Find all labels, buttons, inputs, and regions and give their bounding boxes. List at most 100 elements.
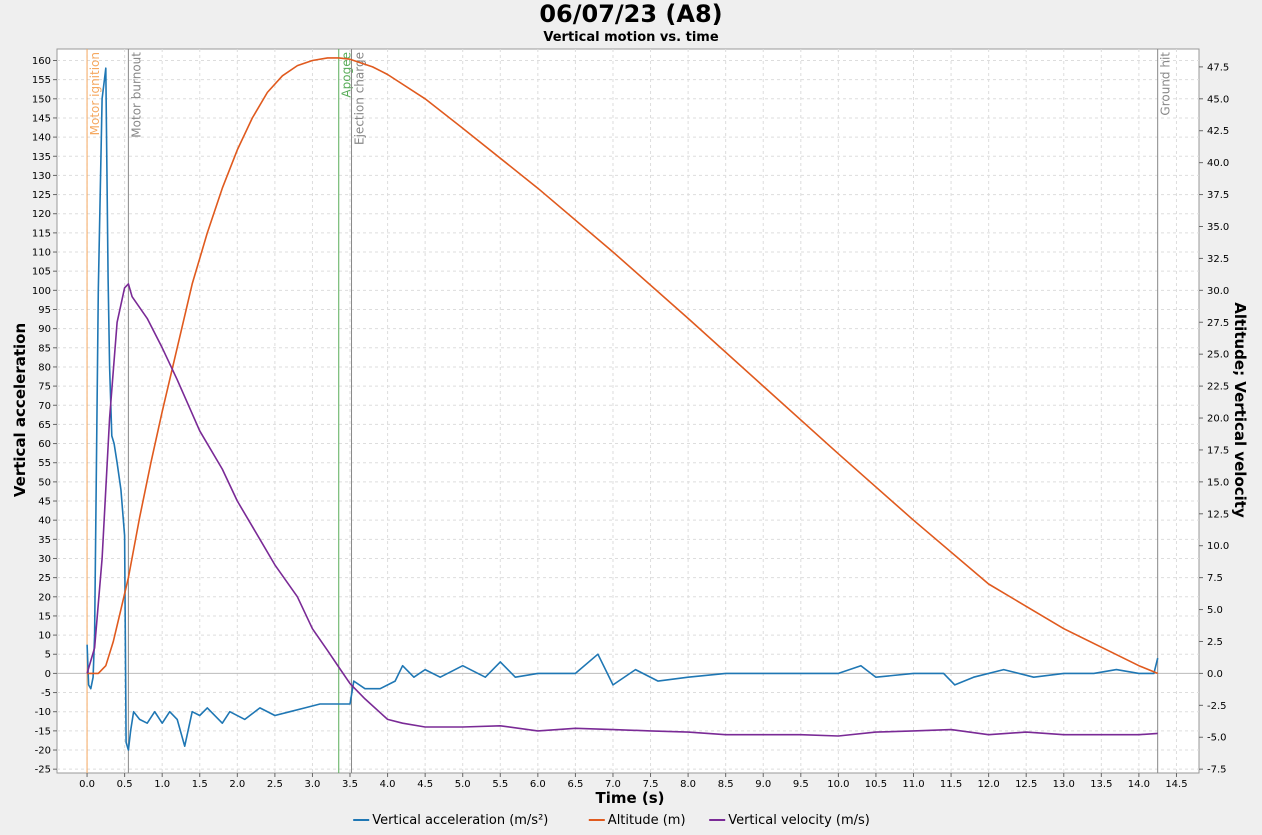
y-left-tick-label-25: 100 bbox=[32, 286, 51, 297]
y-left-tick-label-5: 0 bbox=[45, 669, 51, 680]
x-tick-label-11: 5.5 bbox=[492, 779, 508, 790]
x-tick-label-23: 11.5 bbox=[940, 779, 962, 790]
x-tick-label-21: 10.5 bbox=[865, 779, 887, 790]
x-axis-ticks: 0.0 0.5 1.0 1.5 2.0 2.5 3.0 3.5 4.0 4.5 5.0 5.5 6.0 6… bbox=[79, 773, 1188, 790]
y-left-tick-label-30: 125 bbox=[32, 190, 51, 201]
y-left-tick-label-31: 130 bbox=[32, 171, 51, 182]
x-tick-label-5: 2.5 bbox=[267, 779, 283, 790]
y-right-tick-label-10: 17.5 bbox=[1207, 445, 1229, 456]
x-tick-label-0: 0.0 bbox=[79, 779, 95, 790]
series-line-1 bbox=[87, 57, 1159, 675]
y-left-tick-label-1: -20 bbox=[35, 746, 51, 757]
y-axis-left-ticks: -25 -20 -15 -10 -5 0 5 10 15 20 25 30 35 40 45 50 55 60 65… bbox=[32, 56, 57, 776]
y-right-tick-label-9: 15.0 bbox=[1207, 477, 1229, 488]
y-left-tick-label-23: 90 bbox=[38, 324, 51, 335]
y-right-tick-label-14: 27.5 bbox=[1207, 318, 1229, 329]
x-tick-label-25: 12.5 bbox=[1015, 779, 1037, 790]
x-tick-label-19: 9.5 bbox=[793, 779, 809, 790]
y-left-tick-label-12: 35 bbox=[38, 535, 51, 546]
legend: Vertical acceleration (m/s²) Altitude (m)… bbox=[353, 813, 870, 828]
x-tick-label-10: 5.0 bbox=[455, 779, 471, 790]
y-left-tick-label-28: 115 bbox=[32, 228, 51, 239]
y-right-tick-label-15: 30.0 bbox=[1207, 286, 1229, 297]
y-right-tick-label-1: -5.0 bbox=[1207, 733, 1227, 744]
x-tick-label-4: 2.0 bbox=[229, 779, 245, 790]
y-right-tick-label-13: 25.0 bbox=[1207, 350, 1229, 361]
x-tick-label-17: 8.5 bbox=[718, 779, 734, 790]
x-tick-label-1: 0.5 bbox=[117, 779, 133, 790]
y-right-tick-label-7: 10.0 bbox=[1207, 541, 1229, 552]
y-right-tick-label-12: 22.5 bbox=[1207, 382, 1229, 393]
series-line-0 bbox=[86, 67, 1159, 751]
y-right-tick-label-16: 32.5 bbox=[1207, 254, 1229, 265]
y-right-tick-label-8: 12.5 bbox=[1207, 509, 1229, 520]
y-left-tick-label-15: 50 bbox=[38, 477, 51, 488]
y-left-tick-label-26: 105 bbox=[32, 267, 51, 278]
x-tick-label-24: 12.0 bbox=[977, 779, 999, 790]
y-left-tick-label-37: 160 bbox=[32, 56, 51, 67]
y-right-tick-label-22: 47.5 bbox=[1207, 62, 1229, 73]
chart-title: 06/07/23 (A8) bbox=[539, 0, 722, 28]
y-right-tick-label-4: 2.5 bbox=[1207, 637, 1223, 648]
event-markers: Motor ignition Motor burnout ApogeeEjectio… bbox=[86, 49, 1173, 773]
y-right-tick-label-11: 20.0 bbox=[1207, 414, 1229, 425]
grid bbox=[57, 49, 1199, 773]
x-tick-label-9: 4.5 bbox=[417, 779, 433, 790]
x-tick-label-28: 14.0 bbox=[1128, 779, 1150, 790]
chart-subtitle: Vertical motion vs. time bbox=[543, 30, 718, 45]
y-right-tick-label-18: 37.5 bbox=[1207, 190, 1229, 201]
y-right-tick-label-6: 7.5 bbox=[1207, 573, 1223, 584]
y-left-tick-label-3: -10 bbox=[35, 707, 51, 718]
x-tick-label-15: 7.5 bbox=[643, 779, 659, 790]
x-tick-label-16: 8.0 bbox=[680, 779, 696, 790]
y-left-tick-label-10: 25 bbox=[38, 573, 51, 584]
x-tick-label-14: 7.0 bbox=[605, 779, 621, 790]
plot-area bbox=[56, 48, 1200, 774]
x-tick-label-6: 3.0 bbox=[304, 779, 320, 790]
y-left-tick-label-20: 75 bbox=[38, 382, 51, 393]
y-left-tick-label-8: 15 bbox=[38, 611, 51, 622]
y-axis-right-label: Altitude; Vertical velocity bbox=[1231, 302, 1249, 518]
y-left-tick-label-36: 155 bbox=[32, 75, 51, 86]
x-axis-label: Time (s) bbox=[595, 789, 664, 807]
event-label-0: Motor ignition bbox=[88, 52, 102, 135]
series-line-2 bbox=[86, 283, 1158, 737]
y-left-tick-label-21: 80 bbox=[38, 362, 51, 373]
y-left-tick-label-27: 110 bbox=[32, 248, 51, 259]
y-left-tick-label-18: 65 bbox=[38, 420, 51, 431]
y-right-tick-label-3: 0.0 bbox=[1207, 669, 1223, 680]
legend-label-0: Vertical acceleration (m/s²) bbox=[372, 813, 548, 828]
event-label-3: Ejection charge bbox=[353, 52, 367, 145]
legend-label-1: Altitude (m) bbox=[608, 813, 686, 828]
x-tick-label-20: 10.0 bbox=[827, 779, 849, 790]
y-left-tick-label-32: 135 bbox=[32, 152, 51, 163]
y-left-tick-label-7: 10 bbox=[38, 631, 51, 642]
x-tick-label-3: 1.5 bbox=[192, 779, 208, 790]
x-tick-label-12: 6.0 bbox=[530, 779, 546, 790]
event-label-2: Apogee bbox=[340, 52, 354, 98]
x-tick-label-7: 3.5 bbox=[342, 779, 358, 790]
y-right-tick-label-0: -7.5 bbox=[1207, 765, 1227, 776]
y-right-tick-label-21: 45.0 bbox=[1207, 94, 1229, 105]
x-tick-label-22: 11.0 bbox=[902, 779, 924, 790]
y-left-tick-label-16: 55 bbox=[38, 458, 51, 469]
y-left-tick-label-6: 5 bbox=[45, 650, 51, 661]
y-left-tick-label-35: 150 bbox=[32, 94, 51, 105]
y-right-tick-label-20: 42.5 bbox=[1207, 126, 1229, 137]
x-tick-label-18: 9.0 bbox=[755, 779, 771, 790]
y-left-tick-label-24: 95 bbox=[38, 305, 51, 316]
y-left-tick-label-2: -15 bbox=[35, 726, 51, 737]
y-left-tick-label-34: 145 bbox=[32, 113, 51, 124]
y-left-tick-label-0: -25 bbox=[35, 765, 51, 776]
y-left-tick-label-29: 120 bbox=[32, 209, 51, 220]
x-tick-label-27: 13.5 bbox=[1090, 779, 1112, 790]
y-left-tick-label-11: 30 bbox=[38, 554, 51, 565]
y-right-tick-label-2: -2.5 bbox=[1207, 701, 1227, 712]
x-tick-label-2: 1.0 bbox=[154, 779, 170, 790]
x-tick-label-29: 14.5 bbox=[1165, 779, 1187, 790]
x-tick-label-26: 13.0 bbox=[1053, 779, 1075, 790]
x-tick-label-13: 6.5 bbox=[567, 779, 583, 790]
y-left-tick-label-19: 70 bbox=[38, 401, 51, 412]
y-left-tick-label-33: 140 bbox=[32, 133, 51, 144]
